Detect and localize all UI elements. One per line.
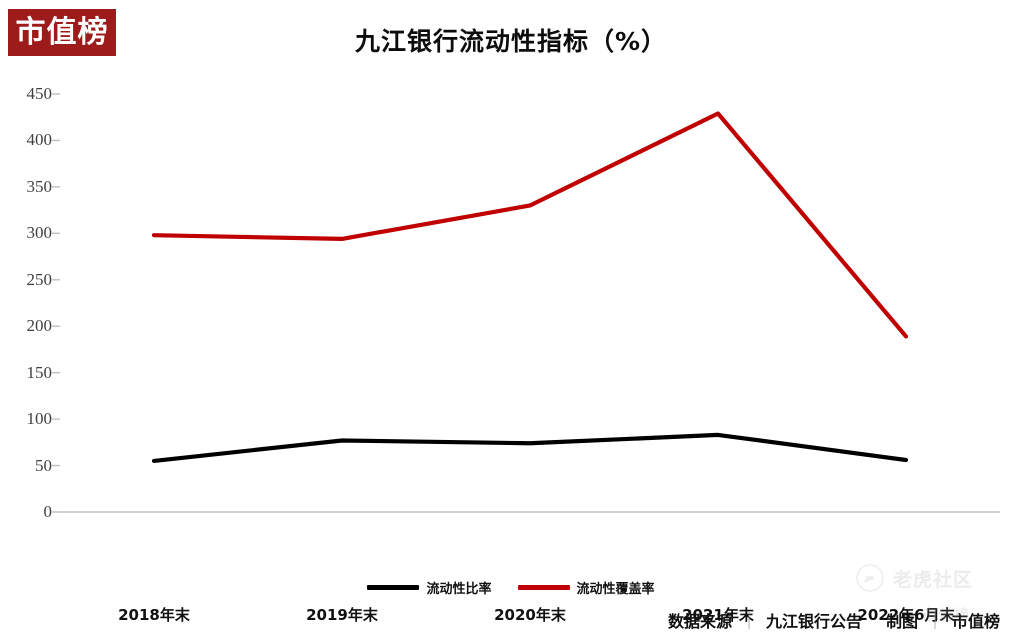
y-axis-tick-label: 400 <box>26 130 53 150</box>
legend-label-liquidity-ratio: 流动性比率 <box>426 582 492 597</box>
x-axis-tick-label: 2022年6月末 <box>857 606 955 624</box>
x-axis-tick-label: 2019年末 <box>306 606 378 624</box>
footer-credit-value: 市值榜 <box>951 612 1000 631</box>
y-axis-tick-label: 50 <box>35 455 52 475</box>
brand-logo-text: 市值榜 <box>15 14 109 50</box>
y-axis-tick-label: 0 <box>43 502 53 521</box>
x-axis-tick-label: 2021年末 <box>682 606 754 624</box>
footer-credit-label: 制图 <box>885 612 918 631</box>
y-axis-tick-label: 250 <box>26 269 53 289</box>
legend-swatch-liquidity-coverage-ratio <box>517 585 570 590</box>
y-axis-tick-label: 300 <box>26 223 53 243</box>
footer-credits: 数据来源 ｜ 九江银行公告 制图 ｜ 市值榜 <box>668 607 1000 633</box>
x-axis-tick-label: 2018年末 <box>118 606 190 624</box>
y-axis-tick-label: 150 <box>26 362 53 382</box>
y-axis-tick-label: 200 <box>26 316 53 336</box>
footer-separator-1: ｜ <box>739 611 758 632</box>
line-chart-svg <box>52 93 1000 513</box>
y-axis-tick-marks <box>52 93 60 513</box>
chart-legend: 流动性比率 流动性覆盖率 <box>0 578 1022 597</box>
legend-swatch-liquidity-ratio <box>367 585 420 590</box>
y-axis-tick-label: 100 <box>26 409 53 429</box>
legend-item-liquidity-ratio[interactable]: 流动性比率 <box>367 578 492 597</box>
footer-source-value: 九江银行公告 <box>765 612 862 631</box>
legend-label-liquidity-coverage-ratio: 流动性覆盖率 <box>576 582 655 597</box>
x-axis-tick-label: 2020年末 <box>494 606 566 624</box>
footer-source-label: 数据来源 <box>667 612 732 631</box>
page-title: 九江银行流动性指标（%） <box>354 27 668 56</box>
brand-logo: 市值榜 <box>8 9 116 56</box>
series-line-liquidity-coverage-ratio <box>151 111 909 339</box>
series-line-liquidity-ratio <box>151 432 909 464</box>
legend-item-liquidity-coverage-ratio[interactable]: 流动性覆盖率 <box>517 578 655 597</box>
footer-separator-2: ｜ <box>925 611 944 632</box>
y-axis-tick-label: 450 <box>26 84 53 103</box>
y-axis-tick-label: 350 <box>26 176 53 196</box>
chart-plot-area: 450 400 350 300 250 200 150 100 50 0 2018年末 2019年末… <box>0 78 1022 624</box>
